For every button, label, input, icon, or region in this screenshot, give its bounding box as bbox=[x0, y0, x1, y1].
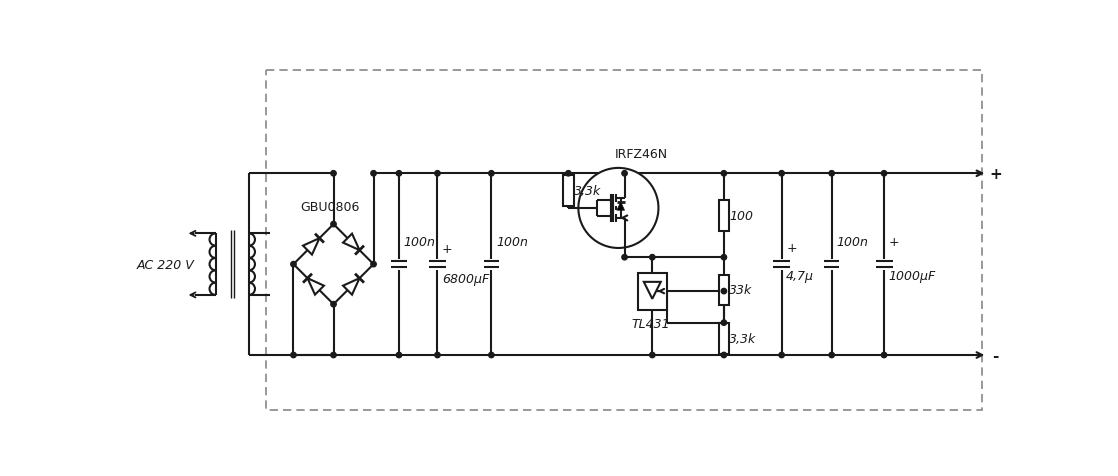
Circle shape bbox=[396, 171, 401, 177]
Circle shape bbox=[331, 302, 337, 307]
Text: AC 220 V: AC 220 V bbox=[136, 258, 195, 271]
Circle shape bbox=[650, 353, 655, 358]
Circle shape bbox=[721, 320, 727, 326]
Circle shape bbox=[371, 171, 377, 177]
Text: 3,3k: 3,3k bbox=[729, 333, 757, 346]
Text: +: + bbox=[889, 235, 899, 248]
Polygon shape bbox=[644, 282, 661, 299]
Text: 100n: 100n bbox=[404, 235, 435, 248]
Text: 100n: 100n bbox=[496, 235, 528, 248]
Polygon shape bbox=[343, 234, 360, 250]
Circle shape bbox=[881, 353, 887, 358]
Circle shape bbox=[566, 171, 571, 177]
Circle shape bbox=[721, 171, 727, 177]
Text: +: + bbox=[786, 241, 797, 254]
Polygon shape bbox=[617, 202, 625, 211]
Text: 33k: 33k bbox=[729, 284, 752, 297]
Circle shape bbox=[331, 171, 337, 177]
Bar bbox=[719, 275, 729, 306]
Circle shape bbox=[578, 169, 659, 248]
Circle shape bbox=[622, 171, 627, 177]
Text: 6800μF: 6800μF bbox=[442, 272, 490, 285]
Circle shape bbox=[291, 262, 296, 267]
Polygon shape bbox=[303, 238, 320, 255]
Text: 4,7μ: 4,7μ bbox=[786, 269, 814, 283]
Polygon shape bbox=[343, 278, 360, 295]
Polygon shape bbox=[307, 278, 324, 295]
Circle shape bbox=[291, 353, 296, 358]
Text: TL431: TL431 bbox=[632, 317, 670, 330]
Circle shape bbox=[396, 353, 401, 358]
Circle shape bbox=[721, 255, 727, 260]
Bar bbox=[563, 176, 574, 207]
Circle shape bbox=[489, 353, 494, 358]
Text: -: - bbox=[993, 348, 998, 363]
Circle shape bbox=[622, 255, 627, 260]
Circle shape bbox=[489, 171, 494, 177]
Circle shape bbox=[830, 353, 834, 358]
Text: 3,3k: 3,3k bbox=[574, 185, 601, 198]
Bar bbox=[719, 200, 729, 231]
Circle shape bbox=[435, 353, 440, 358]
Circle shape bbox=[721, 289, 727, 294]
Circle shape bbox=[650, 255, 655, 260]
Circle shape bbox=[779, 353, 785, 358]
Text: IRFZ46N: IRFZ46N bbox=[615, 148, 669, 161]
Text: 1000μF: 1000μF bbox=[889, 269, 936, 283]
Text: +: + bbox=[989, 167, 1002, 181]
Text: 100n: 100n bbox=[836, 235, 869, 248]
Bar bbox=[637, 273, 667, 310]
Circle shape bbox=[435, 171, 440, 177]
Text: +: + bbox=[442, 243, 453, 256]
Text: GBU0806: GBU0806 bbox=[300, 200, 359, 213]
Circle shape bbox=[881, 171, 887, 177]
Bar bbox=[719, 324, 729, 355]
Circle shape bbox=[331, 222, 337, 228]
Circle shape bbox=[721, 353, 727, 358]
Circle shape bbox=[779, 171, 785, 177]
Circle shape bbox=[331, 353, 337, 358]
Circle shape bbox=[371, 262, 377, 267]
Circle shape bbox=[830, 171, 834, 177]
Text: 100: 100 bbox=[729, 209, 754, 222]
